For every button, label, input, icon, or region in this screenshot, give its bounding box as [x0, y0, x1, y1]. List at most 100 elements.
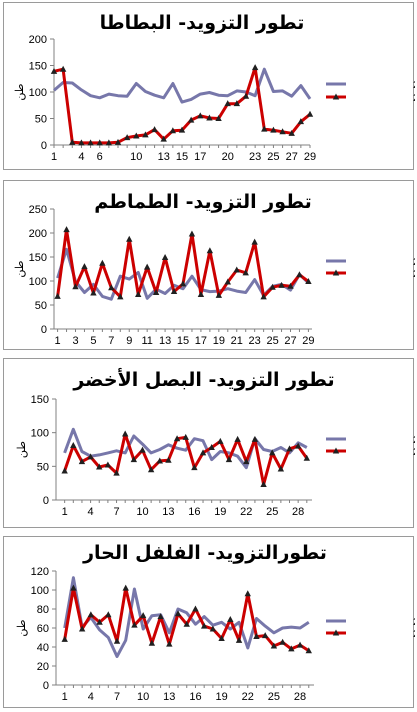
data-point-2015 — [139, 612, 147, 619]
data-point-2015 — [287, 282, 294, 289]
data-point-2015 — [251, 64, 259, 71]
data-point-2015 — [105, 139, 113, 146]
data-point-2015 — [197, 290, 205, 297]
x-tick-label: 13 — [162, 506, 174, 518]
x-tick-label: 13 — [158, 151, 170, 163]
x-tick-label: 25 — [266, 506, 278, 518]
data-point-2015 — [160, 135, 167, 142]
x-tick-label: 19 — [213, 335, 225, 347]
data-point-2015 — [192, 605, 199, 612]
data-point-2015 — [242, 269, 249, 276]
data-point-2015 — [96, 463, 103, 470]
x-tick-label: 19 — [215, 691, 227, 703]
chart-title: تطورالتزويد- الفلفل الحار — [82, 542, 327, 564]
legend-label: الكمية 2014 — [413, 256, 415, 268]
data-point-2015 — [277, 465, 285, 472]
data-point-2015 — [133, 132, 140, 139]
data-point-2015 — [96, 618, 103, 625]
data-point-2015 — [233, 266, 240, 273]
data-point-2015 — [191, 464, 198, 471]
data-point-2015 — [217, 437, 224, 444]
data-point-2015 — [297, 118, 305, 125]
y-tick-label: 150 — [31, 394, 49, 406]
data-point-2015 — [78, 139, 85, 146]
series-line-2014 — [63, 427, 308, 470]
y-tick-label: 80 — [37, 604, 49, 616]
x-tick-label: 28 — [294, 691, 306, 703]
y-tick-label: 100 — [31, 428, 49, 440]
x-tick-label: 17 — [195, 335, 207, 347]
data-point-2015 — [113, 637, 121, 644]
data-point-2015 — [218, 634, 225, 641]
data-point-2015 — [215, 115, 222, 121]
x-tick-label: 5 — [90, 335, 96, 347]
x-tick-label: 23 — [249, 151, 261, 163]
data-point-2015 — [286, 445, 293, 452]
data-point-2015 — [305, 647, 312, 654]
series-line-2015 — [63, 586, 310, 653]
data-point-2015 — [173, 435, 181, 442]
y-tick-label: 40 — [37, 642, 49, 654]
y-tick-label: 250 — [29, 204, 47, 216]
data-point-2015 — [279, 638, 286, 645]
data-point-2015 — [225, 456, 233, 463]
y-tick-label: 50 — [35, 300, 47, 312]
legend-marker — [332, 93, 340, 100]
x-tick-label: 7 — [113, 506, 119, 518]
data-point-2015 — [233, 100, 241, 107]
y-axis-label: طن — [16, 619, 28, 636]
data-point-2015 — [224, 278, 231, 285]
x-tick-label: 23 — [249, 335, 261, 347]
data-point-2015 — [261, 125, 268, 132]
data-point-2015 — [261, 632, 269, 639]
data-point-2015 — [296, 641, 304, 648]
x-tick-label: 21 — [231, 335, 243, 347]
data-point-2015 — [294, 442, 302, 449]
data-point-2015 — [142, 131, 149, 138]
data-point-2015 — [87, 611, 95, 618]
data-point-2015 — [197, 112, 204, 119]
data-point-2015 — [206, 114, 213, 121]
x-tick-label: 20 — [222, 151, 234, 163]
data-point-2015 — [270, 126, 277, 133]
data-point-2015 — [179, 280, 187, 287]
data-point-2015 — [227, 615, 234, 622]
data-point-2015 — [182, 433, 189, 440]
data-point-2015 — [72, 283, 79, 290]
data-point-2015 — [96, 139, 103, 146]
data-point-2015 — [63, 226, 70, 233]
series-line-2014 — [53, 67, 312, 104]
x-tick-label: 1 — [51, 151, 57, 163]
chart-svg: تطور التزويد- الطماطم 0 50 100 150 200 250 طن 1 3… — [14, 191, 415, 347]
data-point-2015 — [199, 449, 207, 456]
x-tick-label: 7 — [108, 335, 114, 347]
x-tick-label: 25 — [268, 691, 280, 703]
data-point-2015 — [50, 67, 58, 74]
x-tick-label: 13 — [163, 691, 175, 703]
x-tick-label: 11 — [141, 335, 152, 347]
chart-svg: تطور التزويد- البصل الأخضر 0 50 100 150 طن 1 4 7… — [16, 368, 415, 518]
data-point-2015 — [251, 435, 259, 442]
x-tick-label: 10 — [137, 691, 149, 703]
data-point-2015 — [61, 635, 68, 642]
data-point-2015 — [99, 259, 106, 266]
data-point-2015 — [87, 453, 94, 460]
y-axis-label: طن — [16, 441, 28, 458]
chart-panel-tomatoes: تطور التزويد- الطماطم 0 50 100 150 200 250 طن 1 3… — [3, 180, 415, 350]
data-point-2015 — [81, 263, 88, 270]
x-tick-label: 27 — [286, 151, 298, 163]
legend-label: الكمية 2015 — [413, 628, 415, 640]
x-tick-label: 9 — [126, 335, 132, 347]
x-tick-label: 1 — [62, 506, 68, 518]
x-tick-label: 27 — [284, 335, 296, 347]
x-tick-label: 7 — [114, 691, 120, 703]
x-tick-label: 29 — [304, 151, 316, 163]
legend-marker — [332, 447, 340, 454]
x-tick-label: 22 — [240, 506, 252, 518]
chart-title: تطور التزويد- البصل الأخضر — [72, 368, 334, 391]
x-tick-label: 15 — [177, 335, 189, 347]
data-point-2015 — [105, 611, 112, 618]
data-point-2015 — [157, 613, 164, 620]
data-point-2015 — [200, 622, 208, 629]
y-tick-label: 50 — [35, 114, 47, 126]
